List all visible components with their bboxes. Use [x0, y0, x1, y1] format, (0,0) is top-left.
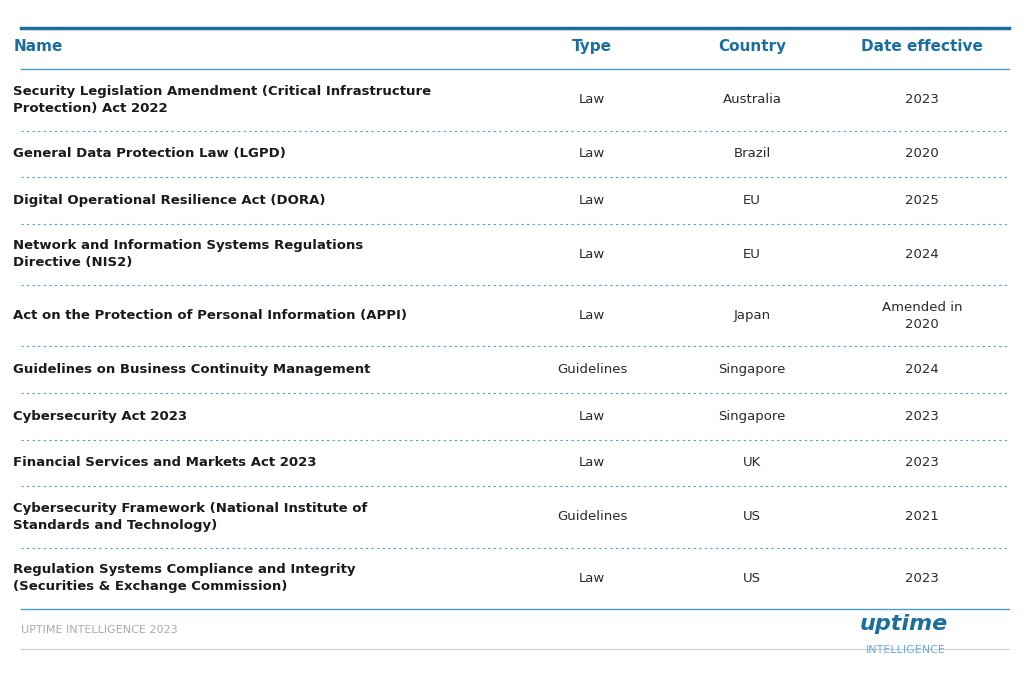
Text: Law: Law [579, 194, 606, 207]
Text: Act on the Protection of Personal Information (APPI): Act on the Protection of Personal Inform… [13, 309, 408, 322]
Text: Network and Information Systems Regulations
Directive (NIS2): Network and Information Systems Regulati… [13, 239, 364, 269]
Text: Singapore: Singapore [718, 410, 786, 423]
Text: Financial Services and Markets Act 2023: Financial Services and Markets Act 2023 [13, 457, 317, 469]
Text: Guidelines: Guidelines [557, 363, 627, 376]
Text: Digital Operational Resilience Act (DORA): Digital Operational Resilience Act (DORA… [13, 194, 325, 207]
Text: US: US [743, 572, 761, 585]
Text: UK: UK [743, 457, 761, 469]
Text: 2023: 2023 [905, 572, 938, 585]
Text: Law: Law [579, 572, 606, 585]
Text: 2021: 2021 [905, 511, 938, 523]
Text: uptime: uptime [860, 614, 949, 634]
Text: Guidelines on Business Continuity Management: Guidelines on Business Continuity Manage… [13, 363, 371, 376]
Text: EU: EU [743, 194, 761, 207]
Text: 2023: 2023 [905, 457, 938, 469]
Text: Cybersecurity Framework (National Institute of
Standards and Technology): Cybersecurity Framework (National Instit… [13, 502, 368, 532]
Text: 2023: 2023 [905, 93, 938, 107]
Text: Law: Law [579, 457, 606, 469]
Text: General Data Protection Law (LGPD): General Data Protection Law (LGPD) [13, 147, 286, 161]
Text: Law: Law [579, 309, 606, 322]
Text: Country: Country [718, 39, 786, 54]
Text: Law: Law [579, 147, 606, 161]
Text: Australia: Australia [722, 93, 782, 107]
Text: US: US [743, 511, 761, 523]
Text: Amended in
2020: Amended in 2020 [882, 301, 962, 331]
Text: INTELLIGENCE: INTELLIGENCE [866, 646, 947, 655]
Text: 2025: 2025 [905, 194, 938, 207]
Text: Guidelines: Guidelines [557, 511, 627, 523]
Text: 2024: 2024 [905, 248, 938, 261]
Text: 2024: 2024 [905, 363, 938, 376]
Text: Singapore: Singapore [718, 363, 786, 376]
Text: Law: Law [579, 93, 606, 107]
Text: 2023: 2023 [905, 410, 938, 423]
Text: 2020: 2020 [905, 147, 938, 161]
Text: UPTIME INTELLIGENCE 2023: UPTIME INTELLIGENCE 2023 [21, 625, 177, 635]
Text: Date effective: Date effective [861, 39, 983, 54]
Text: Law: Law [579, 248, 606, 261]
Text: Brazil: Brazil [733, 147, 770, 161]
Text: Name: Name [13, 39, 63, 54]
Text: Cybersecurity Act 2023: Cybersecurity Act 2023 [13, 410, 187, 423]
Text: Type: Type [573, 39, 612, 54]
Text: Security Legislation Amendment (Critical Infrastructure
Protection) Act 2022: Security Legislation Amendment (Critical… [13, 85, 432, 115]
Text: EU: EU [743, 248, 761, 261]
Text: Law: Law [579, 410, 606, 423]
Text: Regulation Systems Compliance and Integrity
(Securities & Exchange Commission): Regulation Systems Compliance and Integr… [13, 563, 356, 593]
Text: Japan: Japan [733, 309, 770, 322]
